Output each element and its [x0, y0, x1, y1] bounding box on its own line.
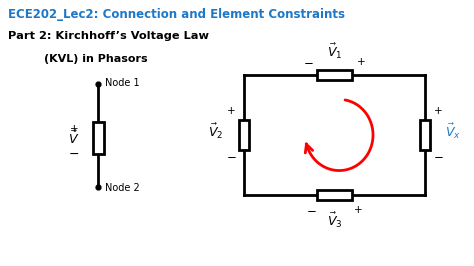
- Text: $\vec{V}_2$: $\vec{V}_2$: [208, 121, 224, 141]
- Text: $\vec{V}$: $\vec{V}$: [68, 129, 80, 147]
- Text: $-$: $-$: [306, 203, 316, 216]
- Bar: [317, 190, 352, 200]
- Text: Part 2: Kirchhoff’s Voltage Law: Part 2: Kirchhoff’s Voltage Law: [8, 31, 209, 41]
- Text: $-$: $-$: [226, 149, 236, 162]
- Text: $-$: $-$: [68, 147, 80, 160]
- Text: $-$: $-$: [433, 149, 443, 162]
- Text: $+$: $+$: [226, 105, 236, 116]
- Text: ECE202_Lec2: Connection and Element Constraints: ECE202_Lec2: Connection and Element Cons…: [8, 8, 345, 21]
- Bar: [420, 120, 429, 150]
- Text: Node 2: Node 2: [105, 183, 140, 193]
- Text: $+$: $+$: [356, 56, 365, 67]
- Bar: [93, 122, 103, 154]
- Text: $\vec{V}_1$: $\vec{V}_1$: [327, 42, 342, 61]
- Text: $+$: $+$: [433, 105, 443, 116]
- Text: (KVL) in Phasors: (KVL) in Phasors: [45, 54, 148, 64]
- Text: $+$: $+$: [353, 204, 363, 215]
- Text: $\vec{V}_3$: $\vec{V}_3$: [327, 211, 342, 230]
- Text: $\vec{V}_x$: $\vec{V}_x$: [445, 121, 461, 141]
- Text: +: +: [70, 124, 78, 134]
- Text: Node 1: Node 1: [105, 78, 140, 88]
- Bar: [317, 70, 352, 80]
- Bar: [239, 120, 249, 150]
- Text: $-$: $-$: [303, 55, 314, 68]
